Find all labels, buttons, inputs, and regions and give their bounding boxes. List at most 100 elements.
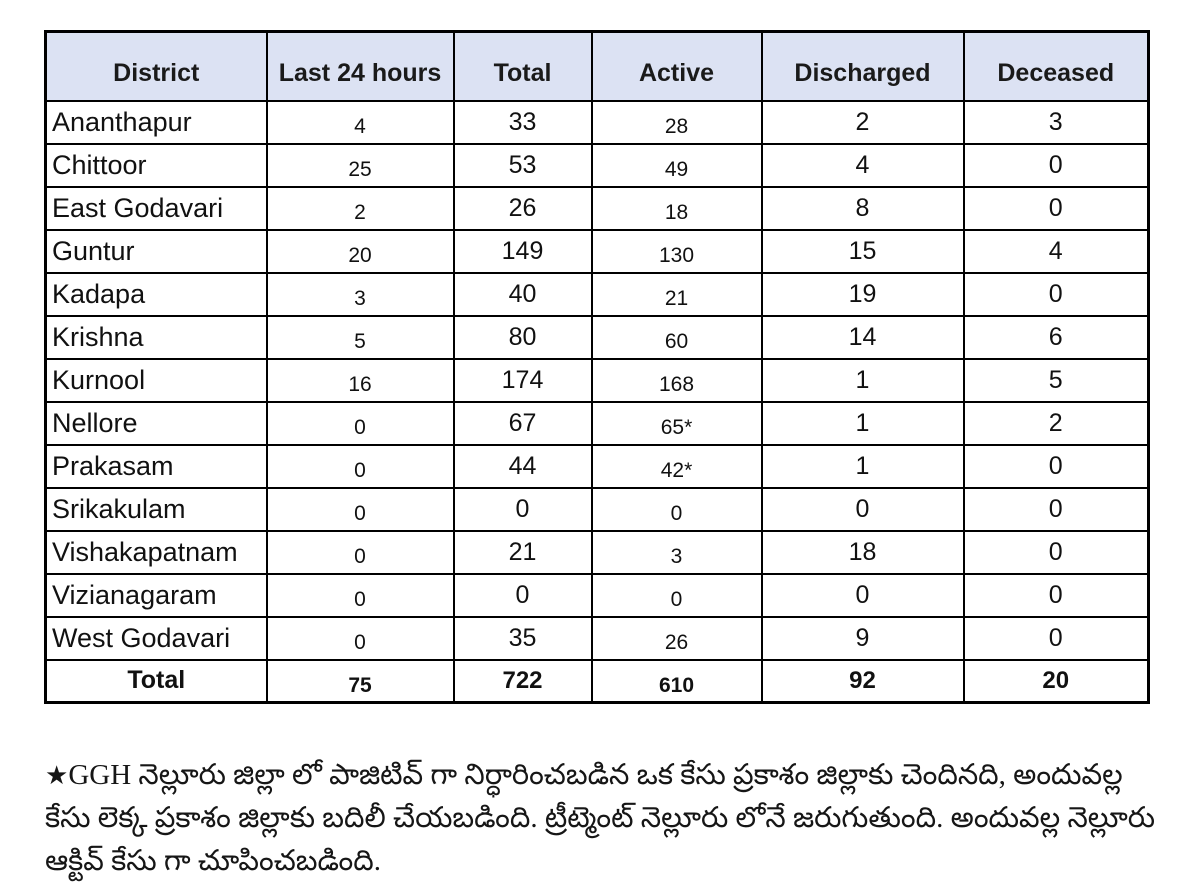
cell-deceased: 3 [962, 99, 1150, 145]
cell-deceased: 0 [962, 185, 1150, 231]
cell-total: 0 [452, 572, 593, 618]
total-deceased: 20 [962, 658, 1150, 704]
table-header-row: District Last 24 hours Total Active Disc… [44, 30, 1150, 102]
cell-total: 21 [452, 529, 593, 575]
district-name: Guntur [44, 228, 268, 274]
table-row: Vizianagaram 0 0 0 0 0 [44, 572, 1150, 618]
district-name: Vishakapatnam [44, 529, 268, 575]
cell-discharged: 8 [760, 185, 965, 231]
cell-last24: 2 [265, 185, 455, 231]
cell-active: 21 [590, 271, 763, 317]
district-name: Srikakulam [44, 486, 268, 532]
table-row: Prakasam 0 44 42* 1 0 [44, 443, 1150, 489]
district-name: Kurnool [44, 357, 268, 403]
district-name: East Godavari [44, 185, 268, 231]
cell-discharged: 15 [760, 228, 965, 274]
table-row: Chittoor 25 53 49 4 0 [44, 142, 1150, 188]
cell-discharged: 4 [760, 142, 965, 188]
table-row: Nellore 0 67 65* 1 2 [44, 400, 1150, 446]
cell-total: 67 [452, 400, 593, 446]
cell-last24: 0 [265, 572, 455, 618]
cell-deceased: 4 [962, 228, 1150, 274]
cell-active: 60 [590, 314, 763, 360]
cell-discharged: 1 [760, 443, 965, 489]
cell-discharged: 1 [760, 357, 965, 403]
table-row: Srikakulam 0 0 0 0 0 [44, 486, 1150, 532]
district-name: Vizianagaram [44, 572, 268, 618]
cell-active: 3 [590, 529, 763, 575]
table-row: Kadapa 3 40 21 19 0 [44, 271, 1150, 317]
cell-deceased: 0 [962, 142, 1150, 188]
cell-discharged: 2 [760, 99, 965, 145]
district-name: West Godavari [44, 615, 268, 661]
cell-deceased: 0 [962, 486, 1150, 532]
col-header-district: District [44, 30, 268, 102]
cell-discharged: 0 [760, 572, 965, 618]
cell-discharged: 18 [760, 529, 965, 575]
cell-total: 40 [452, 271, 593, 317]
cell-total: 35 [452, 615, 593, 661]
total-active: 610 [590, 658, 763, 704]
total-last24: 75 [265, 658, 455, 704]
table-row: West Godavari 0 35 26 9 0 [44, 615, 1150, 661]
cell-total: 26 [452, 185, 593, 231]
cell-total: 33 [452, 99, 593, 145]
cell-discharged: 14 [760, 314, 965, 360]
district-name: Prakasam [44, 443, 268, 489]
cell-deceased: 0 [962, 271, 1150, 317]
cell-deceased: 6 [962, 314, 1150, 360]
cell-last24: 25 [265, 142, 455, 188]
cell-last24: 0 [265, 615, 455, 661]
col-header-discharged: Discharged [760, 30, 965, 102]
cell-last24: 0 [265, 486, 455, 532]
cell-discharged: 1 [760, 400, 965, 446]
cell-active: 65* [590, 400, 763, 446]
total-total: 722 [452, 658, 593, 704]
covid-district-table: District Last 24 hours Total Active Disc… [44, 30, 1150, 704]
table-row: Ananthapur 4 33 28 2 3 [44, 99, 1150, 145]
cell-discharged: 9 [760, 615, 965, 661]
cell-active: 18 [590, 185, 763, 231]
cell-deceased: 2 [962, 400, 1150, 446]
cell-last24: 16 [265, 357, 455, 403]
cell-last24: 0 [265, 529, 455, 575]
district-name: Krishna [44, 314, 268, 360]
cell-total: 80 [452, 314, 593, 360]
cell-last24: 20 [265, 228, 455, 274]
cell-total: 53 [452, 142, 593, 188]
cell-deceased: 0 [962, 615, 1150, 661]
col-header-deceased: Deceased [962, 30, 1150, 102]
cell-total: 44 [452, 443, 593, 489]
total-label: Total [44, 658, 268, 704]
cell-last24: 5 [265, 314, 455, 360]
cell-total: 0 [452, 486, 593, 532]
cell-total: 149 [452, 228, 593, 274]
table-total-row: Total 75 722 610 92 20 [44, 658, 1150, 704]
star-icon: ★ [45, 761, 69, 790]
cell-active: 0 [590, 572, 763, 618]
district-name: Kadapa [44, 271, 268, 317]
footnote-text: GGH నెల్లూరు జిల్లా లో పాజిటివ్ గా నిర్ధ… [45, 759, 1155, 877]
cell-active: 168 [590, 357, 763, 403]
total-discharged: 92 [760, 658, 965, 704]
table-row: Krishna 5 80 60 14 6 [44, 314, 1150, 360]
cell-deceased: 5 [962, 357, 1150, 403]
cell-active: 130 [590, 228, 763, 274]
cell-discharged: 19 [760, 271, 965, 317]
cell-last24: 3 [265, 271, 455, 317]
cell-last24: 4 [265, 99, 455, 145]
table-row: Kurnool 16 174 168 1 5 [44, 357, 1150, 403]
cell-deceased: 0 [962, 443, 1150, 489]
cell-active: 0 [590, 486, 763, 532]
cell-deceased: 0 [962, 529, 1150, 575]
district-name: Ananthapur [44, 99, 268, 145]
col-header-total: Total [452, 30, 593, 102]
table-row: Guntur 20 149 130 15 4 [44, 228, 1150, 274]
district-name: Nellore [44, 400, 268, 446]
district-name: Chittoor [44, 142, 268, 188]
cell-total: 174 [452, 357, 593, 403]
cell-discharged: 0 [760, 486, 965, 532]
cell-active: 49 [590, 142, 763, 188]
cell-active: 26 [590, 615, 763, 661]
col-header-active: Active [590, 30, 763, 102]
